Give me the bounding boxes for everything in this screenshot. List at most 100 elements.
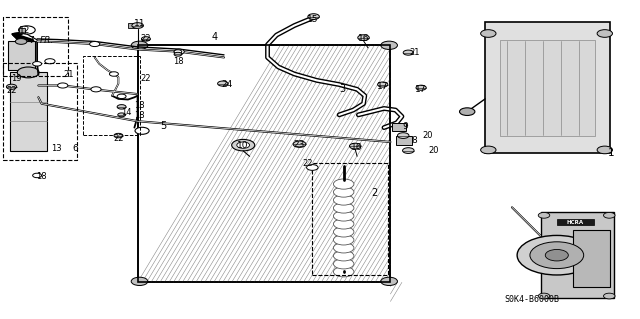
- Text: 21: 21: [64, 70, 74, 78]
- Circle shape: [45, 59, 55, 64]
- Bar: [573, 230, 610, 287]
- Circle shape: [349, 143, 361, 149]
- Circle shape: [378, 82, 388, 87]
- Circle shape: [307, 165, 318, 170]
- Circle shape: [114, 133, 123, 138]
- Text: 11: 11: [134, 19, 145, 28]
- Circle shape: [117, 94, 126, 99]
- Circle shape: [218, 81, 228, 86]
- Circle shape: [174, 52, 182, 56]
- Circle shape: [381, 277, 397, 286]
- Bar: [138, 45, 390, 282]
- Circle shape: [141, 37, 150, 41]
- Circle shape: [481, 30, 496, 37]
- Circle shape: [33, 62, 42, 66]
- Text: 10: 10: [237, 141, 249, 150]
- Circle shape: [481, 146, 496, 154]
- Circle shape: [517, 235, 596, 275]
- Text: 3: 3: [339, 84, 346, 94]
- Bar: [3, 63, 77, 160]
- Circle shape: [416, 85, 426, 90]
- Text: 18: 18: [36, 172, 47, 181]
- Circle shape: [358, 35, 369, 41]
- Circle shape: [131, 41, 148, 49]
- Circle shape: [118, 113, 125, 117]
- Text: 21: 21: [410, 48, 420, 57]
- Circle shape: [17, 67, 39, 78]
- Bar: [19, 28, 25, 33]
- Circle shape: [91, 87, 101, 92]
- Bar: [312, 163, 388, 275]
- Circle shape: [333, 227, 354, 237]
- Text: FR.: FR.: [40, 36, 54, 45]
- Text: 22: 22: [141, 34, 151, 43]
- Circle shape: [403, 50, 413, 55]
- Circle shape: [132, 23, 143, 28]
- Circle shape: [538, 212, 550, 218]
- Circle shape: [333, 219, 354, 229]
- Circle shape: [333, 203, 354, 213]
- Circle shape: [597, 146, 612, 154]
- Circle shape: [293, 141, 306, 147]
- Bar: [392, 123, 406, 131]
- Text: 15: 15: [307, 15, 318, 24]
- Text: 17: 17: [377, 82, 388, 91]
- Circle shape: [333, 187, 354, 197]
- Circle shape: [58, 83, 68, 88]
- Text: 2: 2: [371, 188, 378, 198]
- Circle shape: [131, 277, 148, 286]
- Circle shape: [333, 243, 354, 253]
- Bar: [138, 45, 390, 282]
- Text: 18: 18: [134, 111, 145, 120]
- Circle shape: [604, 293, 615, 299]
- Text: 5: 5: [160, 121, 166, 131]
- Bar: [10, 72, 47, 151]
- Text: 16: 16: [358, 34, 369, 43]
- Bar: [396, 136, 412, 145]
- Text: S0K4-B6000B: S0K4-B6000B: [504, 295, 559, 304]
- Circle shape: [33, 173, 42, 178]
- Text: 6: 6: [73, 144, 78, 153]
- Text: 9: 9: [403, 122, 408, 130]
- Circle shape: [397, 133, 409, 138]
- Text: 7: 7: [28, 36, 33, 45]
- Text: 22: 22: [302, 159, 312, 168]
- Circle shape: [530, 242, 584, 269]
- Circle shape: [460, 108, 475, 115]
- Bar: [500, 40, 595, 136]
- Bar: [485, 22, 610, 153]
- Circle shape: [333, 211, 354, 221]
- Text: 23: 23: [294, 140, 305, 149]
- Text: 18: 18: [173, 57, 183, 66]
- Text: 22: 22: [6, 86, 17, 95]
- Circle shape: [135, 127, 149, 134]
- Circle shape: [538, 293, 550, 299]
- Bar: [8, 41, 35, 70]
- Bar: [128, 23, 136, 28]
- Circle shape: [545, 249, 568, 261]
- Circle shape: [333, 267, 354, 277]
- Circle shape: [174, 49, 184, 54]
- Text: 8: 8: [412, 137, 417, 145]
- Circle shape: [237, 142, 250, 148]
- Circle shape: [6, 84, 17, 89]
- Text: 24: 24: [221, 80, 233, 89]
- Bar: [3, 17, 68, 76]
- Circle shape: [333, 251, 354, 261]
- Circle shape: [232, 139, 255, 151]
- Text: 4: 4: [211, 32, 218, 42]
- Circle shape: [604, 212, 615, 218]
- Text: 20: 20: [422, 131, 433, 140]
- Circle shape: [597, 30, 612, 37]
- Text: 12: 12: [19, 26, 30, 35]
- Bar: [557, 219, 594, 225]
- Text: 20: 20: [429, 146, 439, 155]
- Text: 22: 22: [113, 134, 124, 143]
- Circle shape: [15, 39, 27, 44]
- Bar: [541, 212, 614, 298]
- Text: 22: 22: [141, 74, 151, 83]
- Circle shape: [109, 72, 118, 76]
- Circle shape: [333, 235, 354, 245]
- Circle shape: [117, 105, 126, 109]
- Circle shape: [174, 50, 182, 54]
